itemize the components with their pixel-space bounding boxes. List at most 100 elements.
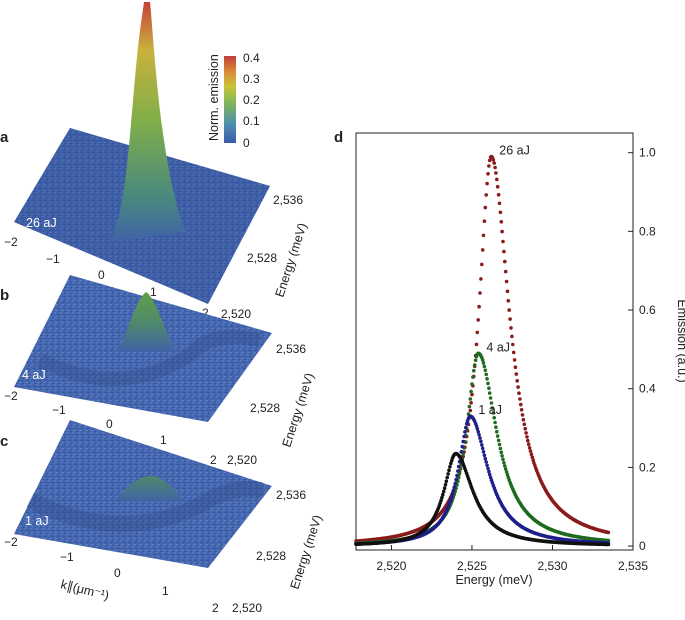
data-point (486, 466, 490, 471)
panel-b-k-tick: 1 (160, 433, 167, 447)
data-point (503, 259, 507, 264)
data-point (504, 470, 509, 474)
panel-a-e-tick: 2,536 (273, 193, 303, 207)
panel-b-energy-ticks: 2,520 2,528 2,536 (227, 342, 306, 467)
data-point (468, 408, 473, 413)
panel-c-e-tick: 2,528 (256, 549, 286, 563)
data-point (487, 469, 491, 474)
x-tick-label: 2,530 (537, 559, 567, 573)
data-point (509, 326, 513, 330)
data-point (517, 391, 521, 396)
panel-c-k-axis-label: k∥(μm⁻¹) (59, 577, 110, 602)
data-point (503, 467, 508, 471)
panel-c-k-ticks: −2 −1 0 1 2 (4, 535, 219, 615)
data-point (492, 161, 497, 165)
data-point (498, 446, 503, 451)
y-axis-label: Emission (a.u.) (675, 299, 685, 382)
data-point (495, 434, 500, 438)
plot-frame (355, 132, 634, 551)
y-tick-label: 0.8 (639, 224, 656, 238)
data-point (496, 192, 501, 197)
data-point (495, 429, 499, 434)
data-point (446, 472, 450, 476)
data-point (606, 542, 611, 547)
data-point (484, 460, 489, 464)
data-point (469, 401, 473, 405)
panel-b-k-tick: −2 (4, 389, 18, 403)
data-point (447, 468, 451, 473)
data-point (480, 262, 484, 267)
data-point (469, 389, 473, 394)
data-point (526, 442, 531, 447)
colorbar-tick: 0.2 (243, 93, 260, 107)
panel-b-valley (36, 330, 262, 386)
panel-c-energy: 1 aJ (25, 514, 49, 528)
data-point (497, 201, 502, 206)
data-point (477, 433, 481, 437)
data-point (464, 422, 469, 426)
data-point (521, 417, 526, 422)
data-point (511, 350, 516, 355)
data-point (487, 391, 492, 395)
data-point (487, 158, 492, 163)
data-point (456, 464, 461, 469)
data-point (463, 430, 467, 434)
data-point (493, 165, 497, 170)
panel-c-peak (116, 476, 184, 502)
data-point (442, 486, 447, 491)
data-point (454, 477, 458, 482)
panel-a-k-tick: −2 (4, 235, 18, 249)
panel-b-k-tick: 2 (210, 453, 217, 467)
data-point (482, 219, 487, 223)
data-point (486, 172, 490, 176)
panel-a-k-tick: 2 (202, 306, 209, 320)
data-point (483, 368, 488, 373)
data-point (468, 397, 473, 401)
data-point (443, 482, 448, 487)
data-point (476, 318, 481, 322)
x-tick-label: 2,520 (376, 559, 406, 573)
data-point (444, 479, 449, 484)
data-point (482, 364, 487, 369)
data-point (485, 377, 489, 381)
data-point (487, 164, 491, 168)
x-axis: 2,520 2,525 2,530 2,535 (376, 545, 648, 573)
panel-b-e-tick: 2,520 (227, 453, 257, 467)
data-point (503, 464, 507, 468)
data-point (505, 473, 510, 477)
data-point (487, 472, 492, 477)
data-point (461, 439, 466, 444)
data-point (479, 277, 483, 281)
data-point (449, 461, 453, 466)
series-label: 4 aJ (486, 340, 510, 354)
data-point (519, 408, 524, 412)
data-point (500, 454, 504, 458)
panel-c-e-tick: 2,536 (276, 488, 306, 502)
data-point (506, 299, 511, 303)
data-point (440, 495, 444, 500)
data-point (499, 450, 504, 455)
x-tick-label: 2,535 (618, 559, 648, 573)
data-point (492, 416, 497, 420)
panel-b-energy-axis-label: Energy (meV) (280, 371, 317, 449)
series-lowest (354, 451, 611, 547)
data-point (460, 444, 465, 449)
data-point (484, 193, 489, 197)
panel-a-k-ticks: −2 −1 0 1 2 (4, 235, 209, 320)
data-point (487, 386, 491, 391)
panel-b-energy: 4 aJ (22, 368, 46, 382)
colorbar-title: Norm. emission (207, 54, 221, 141)
data-point (498, 210, 503, 215)
data-point (529, 452, 534, 457)
data-point (525, 435, 529, 439)
panel-a-label: a (0, 129, 9, 146)
data-point (445, 475, 450, 480)
data-point (484, 372, 489, 377)
data-point (502, 461, 506, 465)
panel-c-k-tick: −2 (4, 535, 18, 549)
data-point (504, 279, 509, 284)
y-tick-label: 1.0 (639, 146, 656, 160)
data-point (511, 342, 515, 347)
panel-b-k-tick: 0 (106, 417, 113, 431)
data-point (493, 420, 497, 425)
